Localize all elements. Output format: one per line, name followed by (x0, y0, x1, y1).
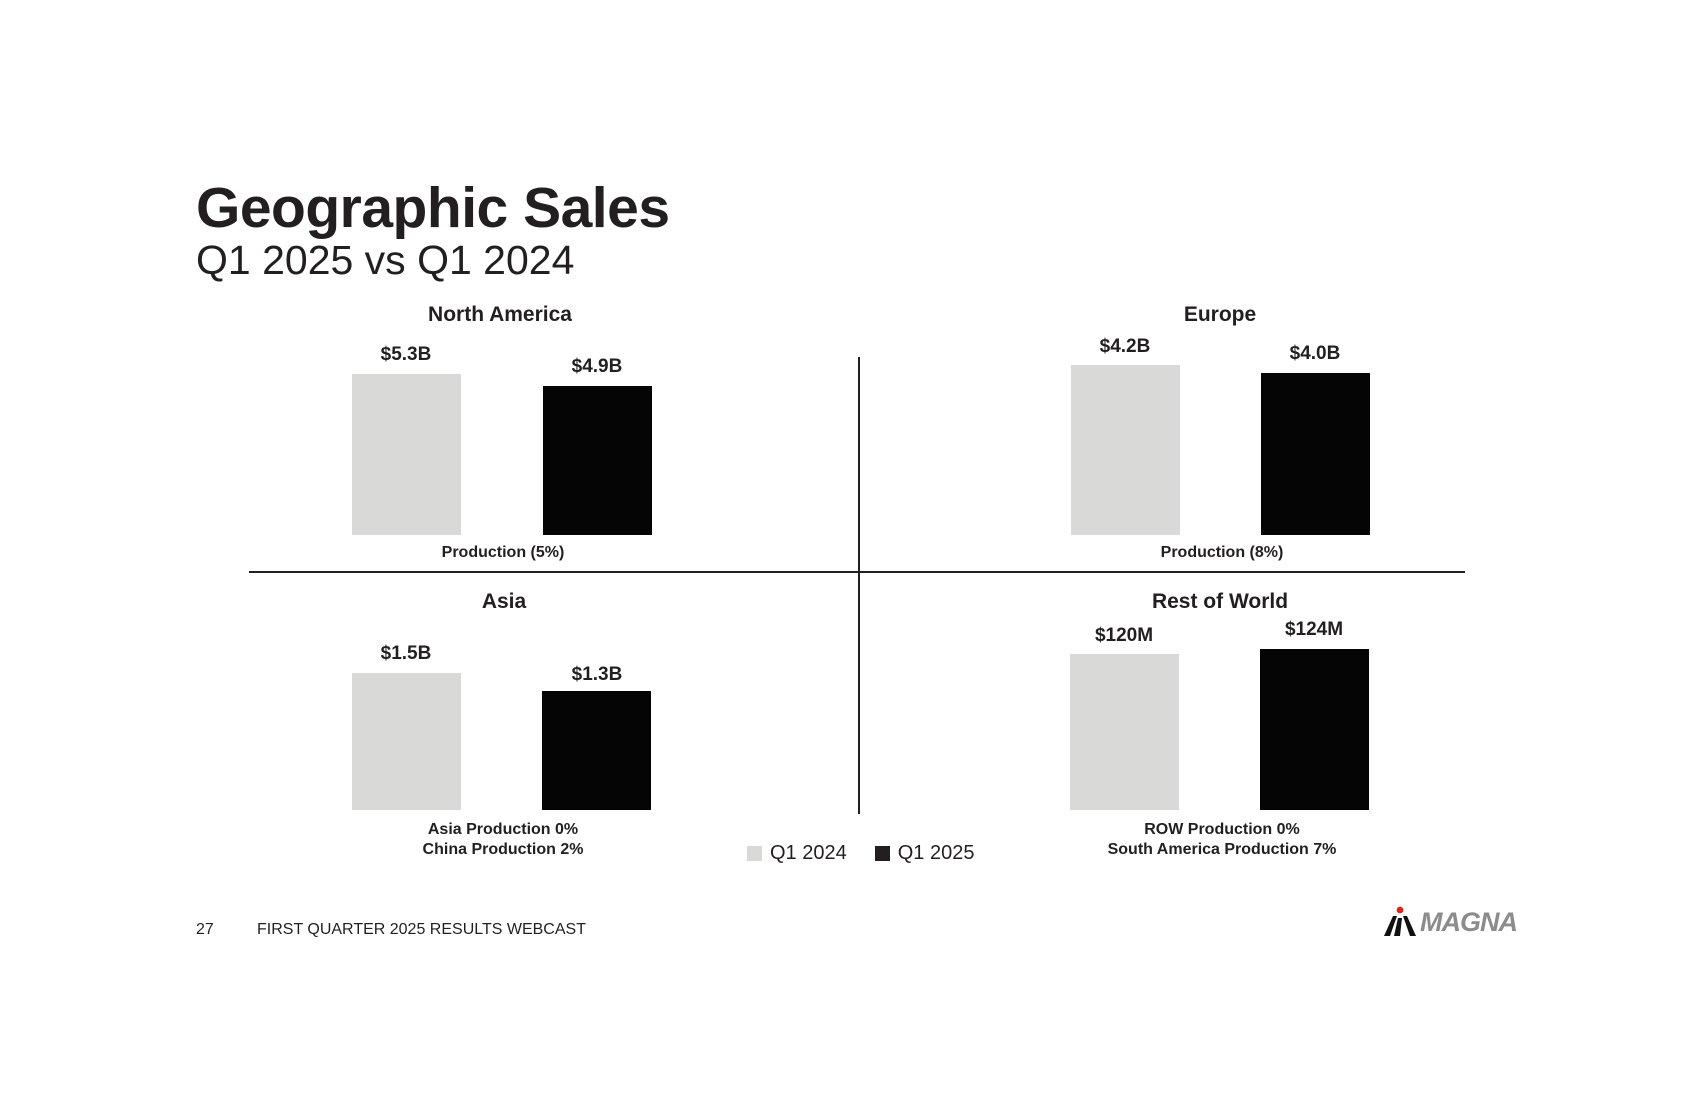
magna-logo-icon (1384, 906, 1416, 936)
bar-q1-2024 (352, 374, 461, 535)
page-number: 27 (196, 921, 214, 938)
bar-q1-2024 (352, 673, 461, 810)
legend-swatch-light-gray (747, 846, 762, 861)
panel-title: Rest of World (1151, 590, 1289, 613)
chart-legend: Q1 2024 Q1 2025 (747, 842, 1002, 865)
bar-label-q1-2025: $1.3B (571, 664, 623, 685)
horizontal-divider (249, 571, 1465, 573)
bar-q1-2024 (1071, 365, 1180, 535)
bar-label-q1-2025: $124M (1284, 619, 1344, 640)
legend-label: Q1 2024 (770, 842, 847, 864)
footer-text: FIRST QUARTER 2025 RESULTS WEBCAST (257, 921, 586, 938)
panel-title: North America (428, 303, 572, 326)
legend-item-q1-2024: Q1 2024 (747, 842, 847, 865)
production-note-line1: ROW Production 0% (1144, 821, 1300, 838)
vertical-divider (858, 357, 860, 814)
slide-title: Geographic Sales (196, 176, 670, 240)
logo-wordmark: MAGNA (1420, 907, 1518, 937)
bar-q1-2024 (1070, 654, 1179, 810)
bar-label-q1-2024: $1.5B (380, 643, 432, 664)
legend-swatch-black (874, 846, 890, 861)
bar-label-q1-2025: $4.9B (571, 356, 623, 377)
legend-label: Q1 2025 (897, 842, 975, 864)
legend-item-q1-2025: Q1 2025 (874, 842, 975, 865)
bar-q1-2025 (1261, 373, 1370, 535)
bar-label-q1-2024: $4.2B (1099, 336, 1151, 357)
bar-label-q1-2024: $5.3B (380, 344, 432, 365)
panel-title: Europe (1183, 303, 1257, 326)
bar-q1-2025 (543, 386, 652, 535)
slide-subtitle: Q1 2025 vs Q1 2024 (196, 237, 575, 283)
bar-label-q1-2024: $120M (1094, 625, 1154, 646)
panel-title: Asia (481, 590, 527, 613)
bar-label-q1-2025: $4.0B (1289, 343, 1341, 364)
bar-q1-2025 (1260, 649, 1369, 810)
production-note: Production (8%) (1160, 544, 1284, 561)
production-note-line1: Asia Production 0% (427, 821, 579, 838)
magna-logo: MAGNA (1384, 906, 1518, 937)
bar-q1-2025 (542, 691, 651, 810)
production-note-line2: South America Production 7% (1107, 841, 1337, 858)
production-note-line2: China Production 2% (422, 841, 584, 858)
production-note: Production (5%) (441, 544, 565, 561)
